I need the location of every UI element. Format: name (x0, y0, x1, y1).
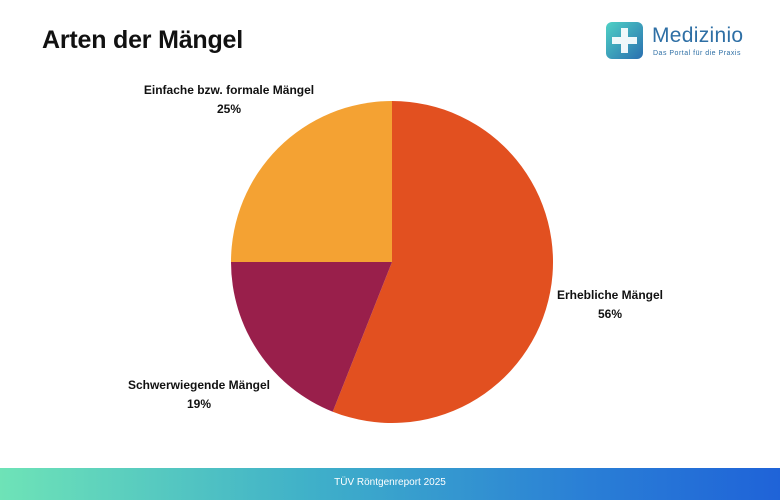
logo-tagline: Das Portal für die Praxis (653, 50, 741, 57)
pie-slice-schwerwiegende-mängel (231, 262, 392, 412)
logo-name: Medizinio (652, 24, 744, 47)
medical-cross-icon (606, 22, 643, 59)
pie-slice-erhebliche-mängel (332, 101, 554, 423)
footer-source: TÜV Röntgenreport 2025 (0, 468, 780, 500)
pie-chart: Erhebliche Mängel 56% Schwerwiegende Mänge… (128, 83, 663, 423)
pie-slices (231, 101, 554, 423)
pie-slice-einfache-bzw-formale-mängel (231, 101, 392, 262)
slice-percent-label: 19% (187, 397, 211, 411)
slice-label: Einfache bzw. formale Mängel (144, 83, 314, 97)
slice-percent-label: 56% (598, 307, 622, 321)
medizinio-logo[interactable]: Medizinio Das Portal für die Praxis (606, 22, 756, 62)
pie-labels: Erhebliche Mängel 56% Schwerwiegende Mänge… (128, 83, 663, 411)
slice-percent-label: 25% (217, 102, 241, 116)
slice-label: Schwerwiegende Mängel (128, 378, 270, 392)
slice-label: Erhebliche Mängel (557, 288, 663, 302)
chart-title: Arten der Mängel (42, 26, 243, 54)
